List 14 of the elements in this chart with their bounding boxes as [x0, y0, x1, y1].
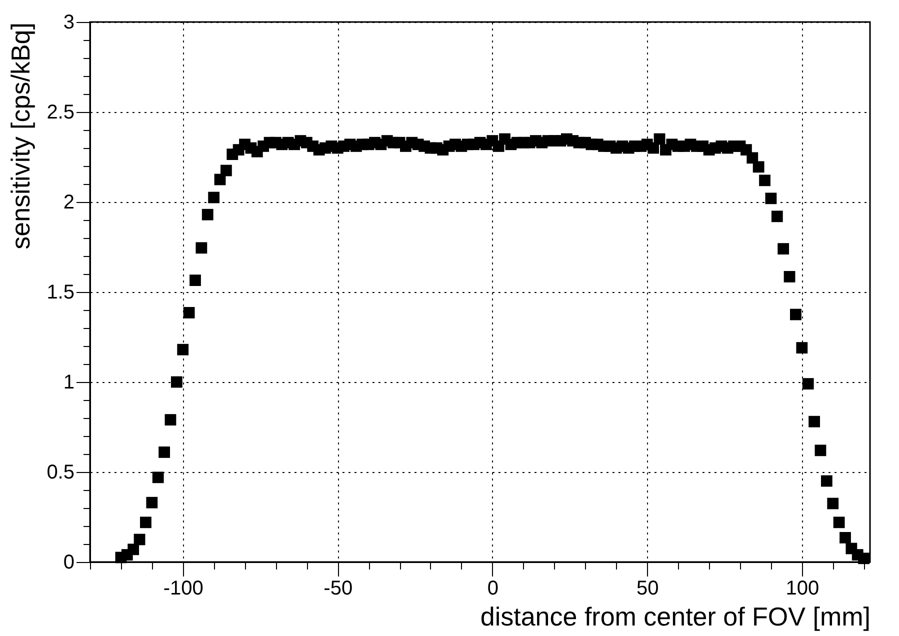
y-tick-label: 3 [63, 12, 74, 34]
y-tick-label: 1.5 [46, 282, 74, 304]
x-axis-title: distance from center of FOV [mm] [480, 602, 870, 632]
x-tick-label: -50 [324, 578, 353, 600]
y-tick-label: 0 [63, 552, 74, 574]
x-tick-label: 100 [786, 578, 820, 600]
y-tick-label: 0.5 [46, 462, 74, 484]
y-axis-title: sensitivity [cps/kBq] [6, 22, 36, 250]
x-tick-label: 0 [487, 578, 498, 600]
x-tick-label: 50 [636, 578, 659, 600]
x-tick-label: -100 [163, 578, 204, 600]
y-tick-label: 1 [63, 372, 74, 394]
y-tick-label: 2 [63, 192, 74, 214]
y-tick-label: 2.5 [46, 102, 74, 124]
